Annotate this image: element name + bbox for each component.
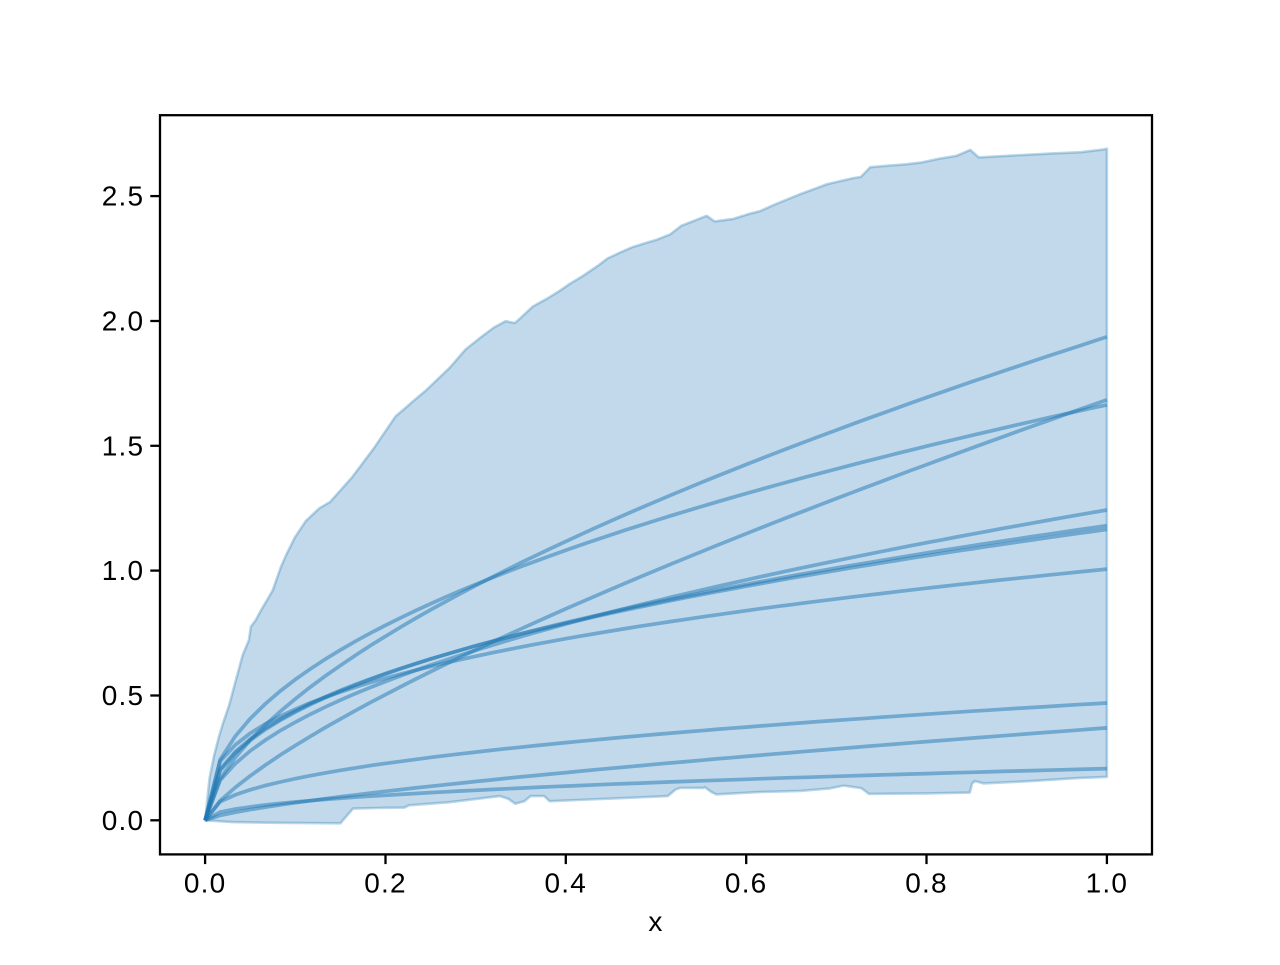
svg-text:2.0: 2.0 [102, 306, 145, 337]
svg-text:0.4: 0.4 [545, 868, 588, 899]
svg-text:1.0: 1.0 [102, 555, 145, 586]
svg-text:1.5: 1.5 [102, 430, 145, 461]
svg-text:x: x [648, 906, 663, 937]
svg-text:2.5: 2.5 [102, 181, 145, 212]
svg-text:1.0: 1.0 [1086, 868, 1129, 899]
svg-text:0.5: 0.5 [102, 680, 145, 711]
svg-text:0.0: 0.0 [184, 868, 227, 899]
svg-text:0.6: 0.6 [725, 868, 768, 899]
svg-text:0.2: 0.2 [364, 868, 407, 899]
svg-text:0.8: 0.8 [905, 868, 948, 899]
svg-text:0.0: 0.0 [102, 805, 145, 836]
